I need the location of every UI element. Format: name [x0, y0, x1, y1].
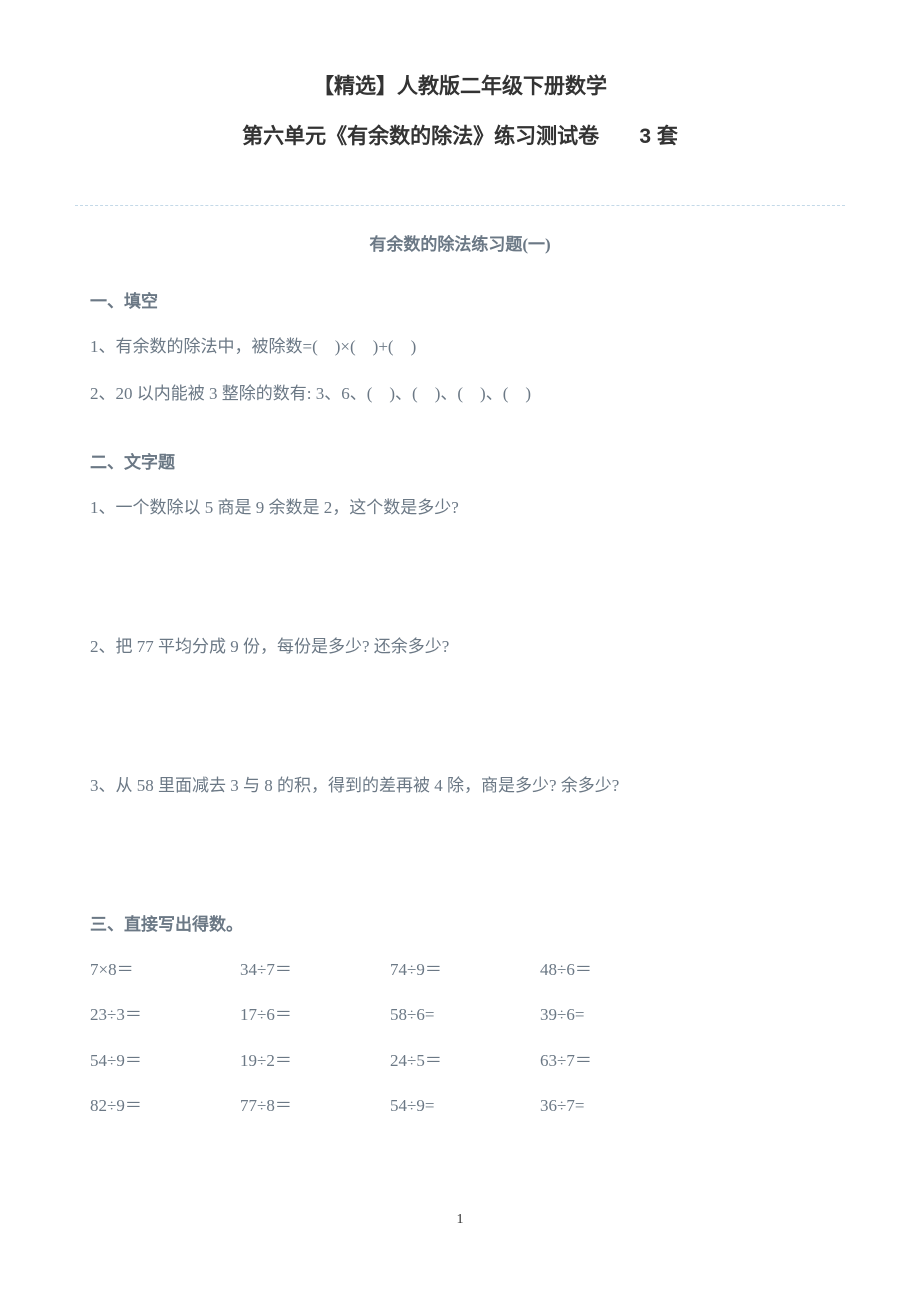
- calc-cell: 74÷9＝: [390, 956, 540, 983]
- document-subtitle: 第六单元《有余数的除法》练习测试卷 3 套: [75, 120, 845, 150]
- question-2-1: 1、一个数除以 5 商是 9 余数是 2，这个数是多少?: [90, 494, 830, 523]
- calc-cell: 63÷7＝: [540, 1047, 690, 1074]
- question-1-2: 2、20 以内能被 3 整除的数有: 3、6、( )、( )、( )、( ): [90, 380, 830, 409]
- calc-cell: 24÷5＝: [390, 1047, 540, 1074]
- question-2-2: 2、把 77 平均分成 9 份，每份是多少? 还余多少?: [90, 633, 830, 662]
- question-2-3: 3、从 58 里面减去 3 与 8 的积，得到的差再被 4 除，商是多少? 余多…: [90, 772, 830, 801]
- calc-cell: 54÷9=: [390, 1092, 540, 1119]
- section-heading-2: 二、文字题: [90, 449, 830, 476]
- subtitle-text: 第六单元《有余数的除法》练习测试卷: [242, 124, 599, 148]
- calc-cell: 34÷7＝: [240, 956, 390, 983]
- calc-cell: 19÷2＝: [240, 1047, 390, 1074]
- calc-cell: 23÷3＝: [90, 1001, 240, 1028]
- exercise-title: 有余数的除法练习题(一): [90, 231, 830, 258]
- page-number: 1: [0, 1212, 920, 1228]
- calculation-grid: 7×8＝ 34÷7＝ 74÷9＝ 48÷6＝ 23÷3＝ 17÷6＝ 58÷6=…: [90, 956, 830, 1119]
- section-heading-3: 三、直接写出得数。: [90, 911, 830, 938]
- calc-cell: 58÷6=: [390, 1001, 540, 1028]
- subtitle-count: 3 套: [639, 125, 678, 148]
- calc-cell: 54÷9＝: [90, 1047, 240, 1074]
- calc-cell: 77÷8＝: [240, 1092, 390, 1119]
- calc-cell: 39÷6=: [540, 1001, 690, 1028]
- calc-cell: 7×8＝: [90, 956, 240, 983]
- question-1-1: 1、有余数的除法中，被除数=( )×( )+( ): [90, 333, 830, 362]
- calc-cell: 48÷6＝: [540, 956, 690, 983]
- content-box: 有余数的除法练习题(一) 一、填空 1、有余数的除法中，被除数=( )×( )+…: [75, 205, 845, 1119]
- document-title: 【精选】人教版二年级下册数学: [75, 70, 845, 100]
- calc-cell: 17÷6＝: [240, 1001, 390, 1028]
- calc-cell: 82÷9＝: [90, 1092, 240, 1119]
- section-heading-1: 一、填空: [90, 288, 830, 315]
- calc-cell: 36÷7=: [540, 1092, 690, 1119]
